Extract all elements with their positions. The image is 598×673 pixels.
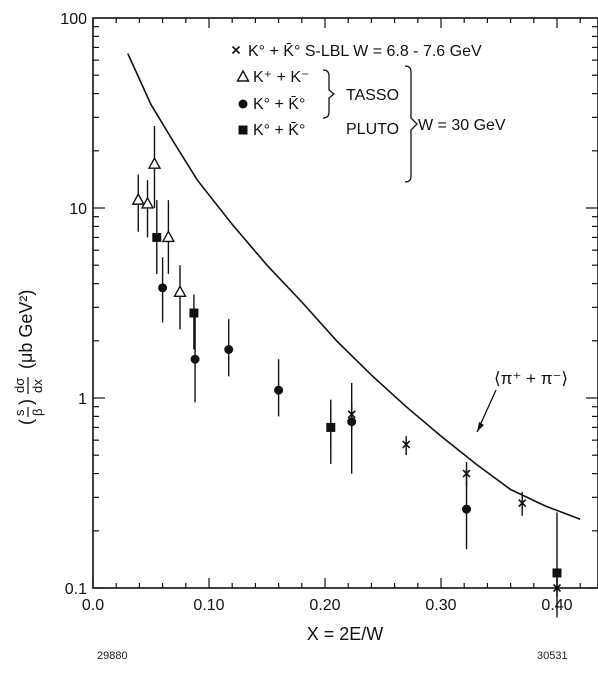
data-point-open-triangle: [140, 196, 155, 209]
legend-brace-w30: [404, 65, 418, 183]
legend-pluto: PLUTO: [346, 121, 399, 138]
svg-text:s: s: [12, 409, 27, 416]
y-tick-label: 100: [60, 11, 87, 28]
x-tick-label: 0.30: [425, 597, 456, 614]
x-axis-label: X = 2E/W: [307, 624, 384, 644]
curve-label-arrowhead: [477, 422, 484, 432]
legend-kpm: K⁺ + K⁻: [253, 69, 309, 86]
y-tick-label: 10: [69, 201, 87, 218]
legend-brace-tasso: [322, 69, 336, 119]
data-point-cross: [402, 440, 411, 449]
y-tick-label: 1: [78, 391, 87, 408]
svg-text:dx: dx: [30, 379, 45, 393]
data-point-filled-circle: [274, 385, 284, 395]
x-tick-label: 0.20: [309, 597, 340, 614]
svg-text:dσ: dσ: [12, 378, 27, 393]
data-point-cross: [518, 498, 527, 508]
curve-label: ⟨π⁺ + π⁻⟩: [494, 369, 568, 388]
data-point-filled-circle: [190, 354, 200, 364]
data-point-filled-square: [326, 422, 336, 432]
y-axis-label: ( s β ) dσ dx (μb GeV²): [12, 290, 45, 425]
legend-marker-cross: [231, 45, 241, 55]
data-point-filled-circle: [158, 283, 168, 293]
legend-marker-circle: [238, 99, 248, 109]
legend-tasso: TASSO: [346, 87, 399, 104]
footer-code-left: 29880: [97, 650, 128, 662]
data-point-open-triangle: [147, 156, 162, 169]
pion-curve: [127, 53, 581, 521]
data-point-open-triangle: [173, 284, 187, 298]
data-point-filled-circle: [462, 504, 472, 514]
data-point-filled-square: [552, 568, 562, 578]
legend-w30: W = 30 GeV: [418, 117, 506, 134]
legend-marker-triangle: [236, 69, 250, 82]
legend-k0-pluto: K° + K̄°: [253, 122, 305, 139]
x-tick-label: 0.0: [82, 597, 104, 614]
y-tick-label: 0.1: [65, 581, 87, 598]
svg-text:): ): [16, 399, 36, 405]
legend-slbl: K° + K̄° S-LBL W = 6.8 - 7.6 GeV: [248, 43, 482, 60]
footer-code-right: 30531: [537, 650, 568, 662]
svg-text:β: β: [30, 409, 45, 416]
legend-k0-tasso: K° + K̄°: [253, 96, 305, 113]
x-tick-label: 0.10: [193, 597, 224, 614]
svg-text:(μb GeV²): (μb GeV²): [16, 290, 36, 369]
plot-frame: [92, 17, 598, 589]
svg-text:(: (: [16, 419, 36, 425]
data-point-open-triangle: [161, 229, 176, 243]
data-point-open-triangle: [131, 192, 145, 205]
data-point-filled-circle: [224, 344, 234, 354]
data-point-filled-square: [189, 308, 199, 318]
legend-marker-square: [238, 125, 248, 135]
data-point-filled-circle: [347, 417, 357, 427]
data-point-filled-square: [152, 232, 162, 242]
